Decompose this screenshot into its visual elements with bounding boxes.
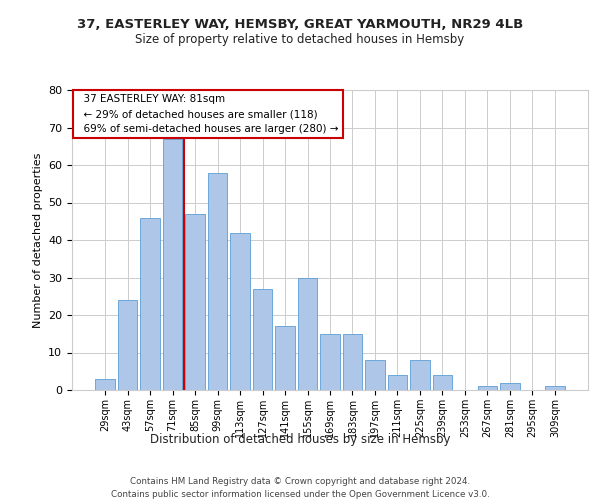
Bar — [410, 360, 430, 390]
Bar — [163, 138, 182, 390]
Bar — [118, 300, 137, 390]
Bar — [365, 360, 385, 390]
Bar — [298, 278, 317, 390]
Text: Distribution of detached houses by size in Hemsby: Distribution of detached houses by size … — [150, 432, 450, 446]
Bar — [253, 289, 272, 390]
Bar — [140, 218, 160, 390]
Bar — [500, 382, 520, 390]
Bar — [95, 379, 115, 390]
Bar — [343, 334, 362, 390]
Bar — [320, 334, 340, 390]
Text: Size of property relative to detached houses in Hemsby: Size of property relative to detached ho… — [136, 32, 464, 46]
Bar — [478, 386, 497, 390]
Text: 37 EASTERLEY WAY: 81sqm
  ← 29% of detached houses are smaller (118)
  69% of se: 37 EASTERLEY WAY: 81sqm ← 29% of detache… — [77, 94, 338, 134]
Text: 37, EASTERLEY WAY, HEMSBY, GREAT YARMOUTH, NR29 4LB: 37, EASTERLEY WAY, HEMSBY, GREAT YARMOUT… — [77, 18, 523, 30]
Y-axis label: Number of detached properties: Number of detached properties — [32, 152, 43, 328]
Bar — [433, 375, 452, 390]
Bar — [185, 214, 205, 390]
Bar — [275, 326, 295, 390]
Text: Contains HM Land Registry data © Crown copyright and database right 2024.
Contai: Contains HM Land Registry data © Crown c… — [110, 478, 490, 499]
Bar — [388, 375, 407, 390]
Bar — [545, 386, 565, 390]
Bar — [208, 172, 227, 390]
Bar — [230, 232, 250, 390]
